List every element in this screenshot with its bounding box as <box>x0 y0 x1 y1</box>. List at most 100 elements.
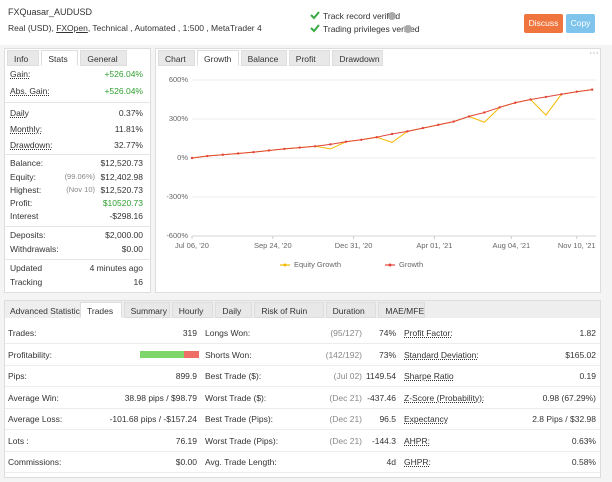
series-point <box>360 138 363 141</box>
stat-value: 2.8 Pips / $32.98 <box>532 414 596 424</box>
check-icons <box>310 11 320 33</box>
stat-value: 38.98 pips / $98.79 <box>124 392 197 403</box>
separator <box>5 259 150 260</box>
tab[interactable]: Daily <box>215 302 253 318</box>
broker-link[interactable]: FXOpen <box>56 23 88 33</box>
stat-label: Gain: <box>10 69 31 79</box>
series-point <box>206 154 209 158</box>
stat-label: Withdrawals: <box>10 244 59 254</box>
series-point <box>575 90 578 93</box>
tab[interactable]: Balance <box>240 50 287 66</box>
series-point <box>221 153 224 156</box>
tab[interactable]: Drawdown <box>332 50 384 66</box>
stat-value: 74% <box>378 328 396 338</box>
series-point <box>452 120 455 123</box>
stat-label: Standard Deviation: <box>404 349 479 360</box>
stat-label: Worst Trade ($): <box>205 392 267 403</box>
menu-icon[interactable]: ⋯ <box>589 48 599 59</box>
stat-label: Equity: <box>10 172 36 182</box>
x-tick-label: Apr 01, '21 <box>416 241 452 250</box>
stat-value: 16 <box>133 277 143 287</box>
account-details: , Technical , Automated , 1:500 , MetaTr… <box>87 23 262 33</box>
stat-label: Best Trade ($): <box>205 371 262 381</box>
tab[interactable]: Growth <box>197 50 239 66</box>
x-tick-label: Jul 06, '20 <box>175 241 209 250</box>
advanced-panel <box>4 300 601 478</box>
stat-label: Sharpe Ratio <box>404 371 454 381</box>
tab[interactable]: Hourly <box>171 302 214 318</box>
stat-label: Longs Won: <box>205 328 251 338</box>
stat-note: (142/192) <box>325 349 362 360</box>
stat-value: $12,402.98 <box>100 172 143 182</box>
stat-value: +526.04% <box>104 86 143 96</box>
y-tick-label: 600% <box>169 75 189 84</box>
legend-label: Growth <box>399 260 423 269</box>
account-title: FXQuasar_AUDUSD <box>8 7 93 17</box>
separator <box>5 226 150 227</box>
series-point <box>529 98 532 101</box>
stat-label: GHPR: <box>404 457 431 467</box>
header <box>0 0 612 45</box>
stat-note: (99.06%) <box>64 172 95 181</box>
stat-value: 0.98 (67.29%) <box>542 392 596 403</box>
x-tick-label: Nov 10, '21 <box>558 241 596 250</box>
stat-value: 1149.54 <box>365 371 396 381</box>
stat-label: Average Loss: <box>8 414 63 424</box>
stat-label: Monthly: <box>10 124 43 134</box>
series-point <box>498 106 502 109</box>
tab[interactable]: Trades <box>80 302 122 318</box>
discuss-button[interactable]: Discuss <box>524 14 563 33</box>
row-separator <box>5 407 600 409</box>
stat-note: (Nov 10) <box>66 185 95 194</box>
stat-value: $165.02 <box>565 349 596 360</box>
row-separator <box>5 364 600 366</box>
legend-marker <box>283 263 287 267</box>
tab[interactable]: General <box>80 50 127 66</box>
x-tick-label: Sep 24, '20 <box>254 241 292 250</box>
profitability-win <box>140 351 184 358</box>
stat-value: 4d <box>386 457 396 467</box>
separator <box>5 154 150 155</box>
stat-value: 0.58% <box>571 457 596 467</box>
stat-label: Interest <box>10 211 39 221</box>
tab[interactable]: Summary <box>123 302 170 318</box>
profitability-loss <box>184 351 199 358</box>
series-point <box>544 95 548 99</box>
tab[interactable]: MAE/MFE <box>378 302 425 318</box>
tab[interactable]: Chart <box>158 50 195 66</box>
stat-label: Profitability: <box>8 349 52 360</box>
tab[interactable]: Risk of Ruin <box>254 302 324 318</box>
info-icon[interactable] <box>404 25 412 33</box>
advanced-title: Advanced Statistics <box>10 306 85 316</box>
stat-value: -$298.16 <box>109 211 143 221</box>
series-point <box>390 132 394 136</box>
info-icon[interactable] <box>388 12 396 20</box>
series-point <box>406 130 409 133</box>
tab[interactable]: Duration <box>325 302 377 318</box>
stat-label: Daily <box>10 108 29 118</box>
stat-label: Lots : <box>8 435 29 446</box>
series-point <box>375 136 378 139</box>
tab[interactable]: Stats <box>41 50 79 66</box>
series-line <box>191 89 593 159</box>
series-point <box>590 88 594 91</box>
tab[interactable]: Info <box>7 50 40 66</box>
stat-note: (Dec 21) <box>329 435 362 446</box>
stat-note: (95/127) <box>330 328 362 338</box>
series-point <box>313 145 317 148</box>
separator <box>5 102 150 103</box>
copy-button[interactable]: Copy <box>566 14 595 33</box>
series-point <box>467 115 471 118</box>
stat-value: 32.77% <box>114 140 143 150</box>
stat-label: Commissions: <box>8 457 62 467</box>
series-point <box>236 152 240 155</box>
stat-value: -101.68 pips / -$157.24 <box>109 414 197 424</box>
stat-label: Deposits: <box>10 230 46 240</box>
stat-value: 73% <box>378 349 396 360</box>
tab[interactable]: Profit <box>288 50 331 66</box>
series-point <box>329 143 332 146</box>
stats-panel <box>4 48 151 293</box>
stat-value: 1.82 <box>579 328 596 338</box>
stat-value: 76.19 <box>175 435 197 446</box>
